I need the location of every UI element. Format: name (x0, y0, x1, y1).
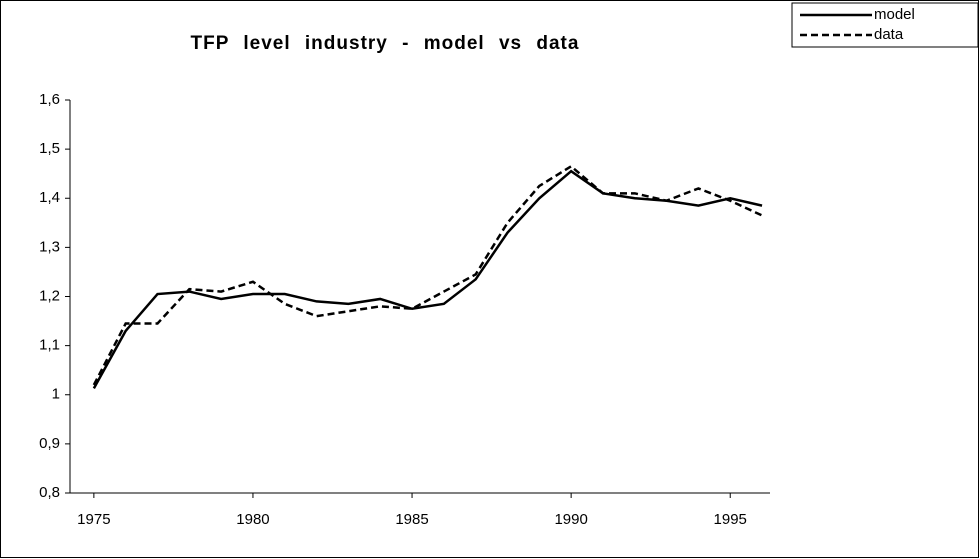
chart-title: TFP level industry - model vs data (191, 33, 580, 54)
y-tick-label: 1,3 (39, 238, 60, 255)
legend-label: data (874, 26, 904, 43)
x-tick-label: 1980 (236, 511, 269, 528)
x-tick-label: 1975 (77, 511, 110, 528)
line-series (92, 169, 763, 389)
legend-label: model (874, 6, 915, 23)
y-tick-label: 1,5 (39, 140, 60, 157)
line-series (92, 164, 763, 386)
x-tick-label: 1985 (395, 511, 428, 528)
y-tick-label: 1,1 (39, 337, 60, 354)
y-tick-label: 0,8 (39, 484, 60, 501)
y-tick-label: 1,6 (39, 91, 60, 108)
x-tick-label: 1990 (554, 511, 587, 528)
y-tick-label: 1 (52, 386, 60, 403)
y-tick-label: 1,2 (39, 287, 60, 304)
y-tick-label: 0,9 (39, 435, 60, 452)
legend-box (791, 2, 979, 48)
y-tick-label: 1,4 (39, 189, 60, 206)
x-tick-label: 1995 (714, 511, 747, 528)
